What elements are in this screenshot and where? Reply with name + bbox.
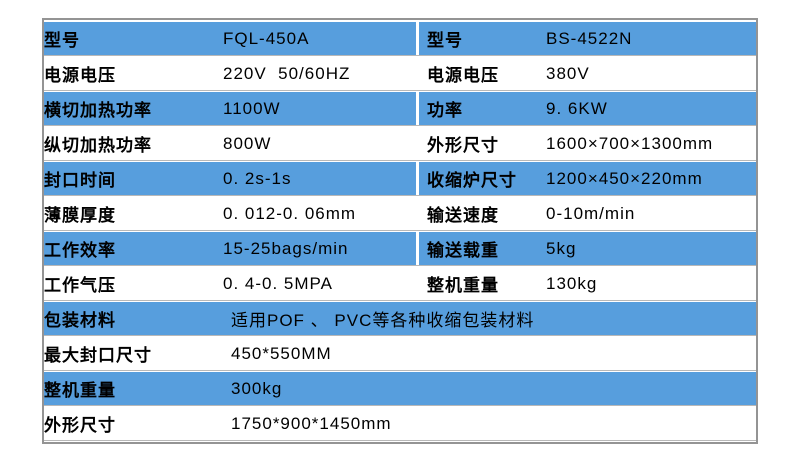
spec-value: 300kg <box>223 372 756 405</box>
spec-value: 0. 4-0. 5MPA <box>223 267 416 300</box>
spec-label: 整机重量 <box>44 372 223 405</box>
spec-label: 工作气压 <box>44 267 223 300</box>
spec-comparison-table: 型号 FQL-450A 型号 BS-4522N 电源电压 220V 50/60H… <box>44 20 756 442</box>
spec-value: 1100W <box>223 92 416 125</box>
table-row: 整机重量 300kg <box>44 372 756 405</box>
spec-label: 功率 <box>416 92 546 125</box>
spec-label: 工作效率 <box>44 232 223 265</box>
table-row: 薄膜厚度 0. 012-0. 06mm 输送速度 0-10m/min <box>44 197 756 230</box>
spec-value: 130kg <box>546 267 756 300</box>
spec-value: 0. 012-0. 06mm <box>223 197 416 230</box>
spec-label: 电源电压 <box>44 57 223 90</box>
spec-label: 收缩炉尺寸 <box>416 162 546 195</box>
spec-label: 型号 <box>44 22 223 55</box>
spec-label: 整机重量 <box>416 267 546 300</box>
spec-label: 薄膜厚度 <box>44 197 223 230</box>
spec-label: 封口时间 <box>44 162 223 195</box>
spec-label: 输送速度 <box>416 197 546 230</box>
spec-value: 1750*900*1450mm <box>223 407 756 440</box>
spec-value: 0. 2s-1s <box>223 162 416 195</box>
spec-label: 纵切加热功率 <box>44 127 223 160</box>
spec-value: 380V <box>546 57 756 90</box>
spec-table-container: 型号 FQL-450A 型号 BS-4522N 电源电压 220V 50/60H… <box>42 18 758 444</box>
table-row: 横切加热功率 1100W 功率 9. 6KW <box>44 92 756 125</box>
table-row: 型号 FQL-450A 型号 BS-4522N <box>44 22 756 55</box>
spec-value: 9. 6KW <box>546 92 756 125</box>
spec-label: 外形尺寸 <box>44 407 223 440</box>
table-row: 工作效率 15-25bags/min 输送载重 5kg <box>44 232 756 265</box>
spec-label: 最大封口尺寸 <box>44 337 223 370</box>
table-row: 封口时间 0. 2s-1s 收缩炉尺寸 1200×450×220mm <box>44 162 756 195</box>
spec-value: 0-10m/min <box>546 197 756 230</box>
spec-value: BS-4522N <box>546 22 756 55</box>
spec-value: 15-25bags/min <box>223 232 416 265</box>
table-row: 外形尺寸 1750*900*1450mm <box>44 407 756 440</box>
spec-label: 包装材料 <box>44 302 223 335</box>
table-row: 最大封口尺寸 450*550MM <box>44 337 756 370</box>
spec-value: 450*550MM <box>223 337 756 370</box>
spec-label: 输送载重 <box>416 232 546 265</box>
spec-label: 型号 <box>416 22 546 55</box>
spec-value: 5kg <box>546 232 756 265</box>
spec-value: 适用POF 、 PVC等各种收缩包装材料 <box>223 302 756 335</box>
table-row: 电源电压 220V 50/60HZ 电源电压 380V <box>44 57 756 90</box>
spec-value: 1600×700×1300mm <box>546 127 756 160</box>
table-row: 包装材料 适用POF 、 PVC等各种收缩包装材料 <box>44 302 756 335</box>
spec-value: FQL-450A <box>223 22 416 55</box>
spec-label: 外形尺寸 <box>416 127 546 160</box>
spec-value: 800W <box>223 127 416 160</box>
spec-value: 1200×450×220mm <box>546 162 756 195</box>
spec-label: 横切加热功率 <box>44 92 223 125</box>
table-row: 纵切加热功率 800W 外形尺寸 1600×700×1300mm <box>44 127 756 160</box>
spec-label: 电源电压 <box>416 57 546 90</box>
table-row: 工作气压 0. 4-0. 5MPA 整机重量 130kg <box>44 267 756 300</box>
spec-value: 220V 50/60HZ <box>223 57 416 90</box>
